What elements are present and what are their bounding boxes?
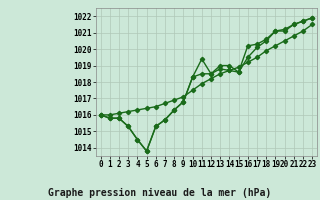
Text: Graphe pression niveau de la mer (hPa): Graphe pression niveau de la mer (hPa) (48, 188, 272, 198)
